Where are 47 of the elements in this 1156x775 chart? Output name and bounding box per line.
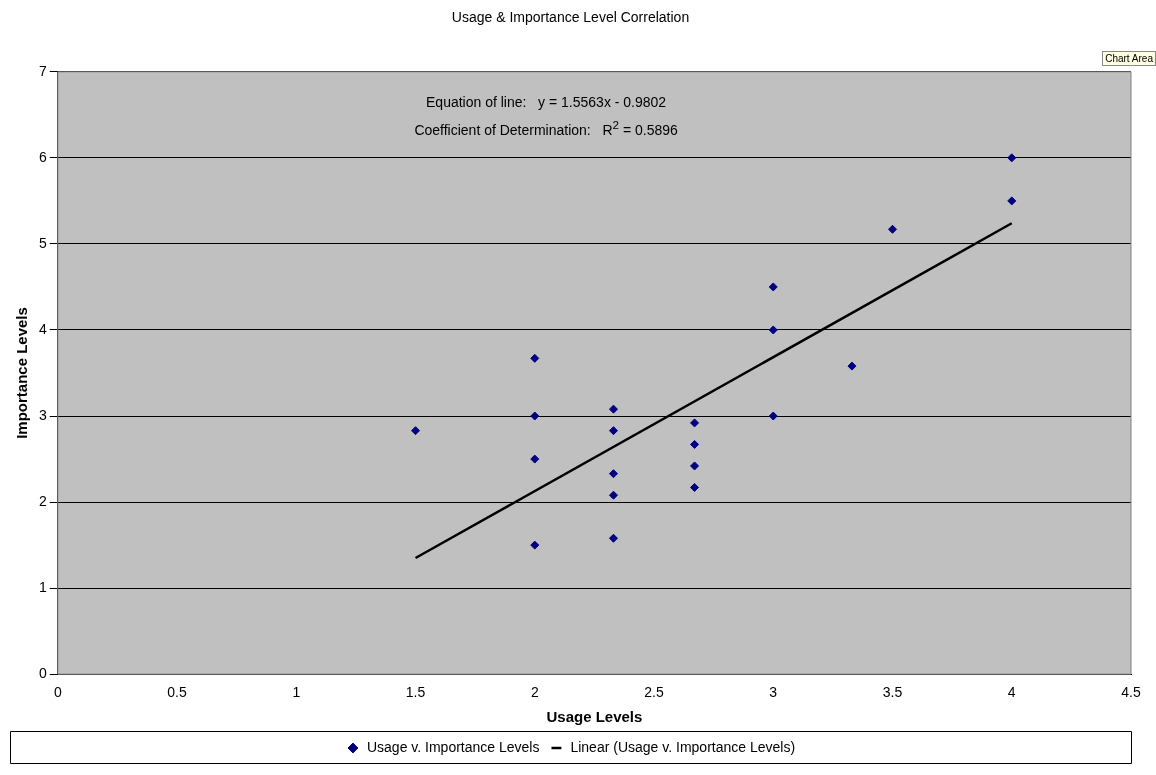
y-tick-label: 2	[38, 492, 47, 509]
x-tick-label: 2.5	[644, 684, 664, 701]
x-tick-label: 3.5	[882, 684, 903, 701]
point	[608, 490, 618, 500]
chart-title: Usage & Importance Level Correlation	[451, 9, 690, 26]
point	[608, 426, 618, 436]
y-tick-label: 4	[38, 320, 47, 337]
x-tick-label: 4.5	[1121, 684, 1141, 701]
point	[608, 469, 618, 479]
point	[690, 439, 700, 449]
point	[690, 482, 700, 492]
x-tick-label: 1.5	[405, 684, 426, 701]
x-axis-title: Usage Levels	[546, 708, 643, 726]
y-tick-label: 7	[38, 62, 47, 79]
y-tick-label: 5	[38, 234, 47, 251]
x-tick-label: 0.5	[167, 684, 187, 701]
y-tick-label: 1	[38, 579, 47, 595]
point	[888, 224, 898, 234]
text: Chart Area	[1102, 51, 1156, 66]
legend-label: Linear (Usage v. Importance Levels)	[570, 738, 796, 755]
point	[608, 404, 618, 414]
point	[1007, 196, 1017, 206]
point	[608, 533, 618, 543]
y-tick-label: 6	[38, 148, 47, 165]
point	[530, 454, 540, 464]
annotation: Coefficient of Determination: R$^{2}$ = 0.5896	[414, 117, 678, 138]
point	[768, 282, 778, 292]
legend-label: Usage v. Importance Levels	[366, 738, 540, 755]
point	[690, 418, 700, 428]
point	[530, 540, 540, 550]
point	[847, 361, 857, 371]
y-tick-label: 0	[38, 665, 47, 682]
y-tick-label: 3	[38, 406, 47, 423]
point	[768, 325, 778, 335]
x-tick-label: 2	[530, 684, 539, 701]
point	[768, 411, 778, 421]
point	[690, 461, 700, 471]
x-tick-label: 3	[769, 684, 778, 701]
x-tick-label: 0	[53, 684, 62, 701]
y-axis-title: Importance Levels	[13, 307, 31, 439]
point	[530, 411, 540, 421]
annotation: Equation of line: y = 1.5563x - 0.9802	[426, 93, 667, 110]
point	[411, 426, 421, 436]
x-tick-label: 1	[292, 684, 301, 701]
point	[1007, 153, 1017, 163]
x-tick-label: 4	[1007, 684, 1016, 701]
point	[530, 353, 540, 363]
